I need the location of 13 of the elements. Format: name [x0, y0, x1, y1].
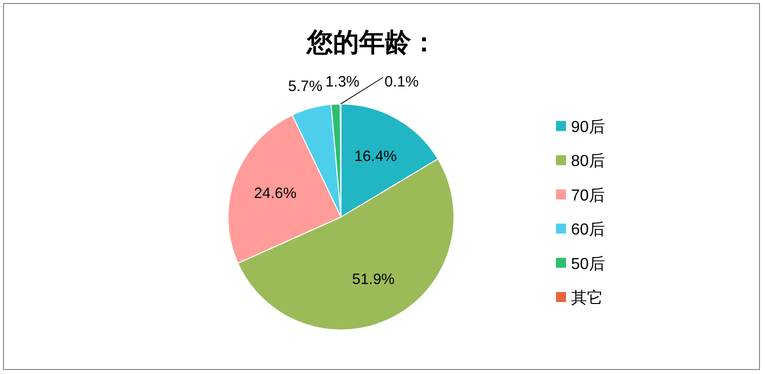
legend-label: 其它	[571, 289, 603, 307]
data-label: 51.9%	[352, 271, 395, 288]
data-label: 5.7%	[288, 78, 322, 96]
data-label: 0.1%	[384, 73, 419, 90]
legend-label: 60后	[571, 220, 605, 239]
legend-label: 80后	[571, 152, 605, 170]
data-label: 16.4%	[354, 148, 397, 166]
chart-title: 您的年龄：	[306, 27, 437, 57]
legend-label: 50后	[571, 254, 605, 273]
data-label: 1.3%	[325, 74, 360, 91]
data-label: 24.6%	[254, 184, 297, 202]
legend-label: 90后	[571, 118, 605, 136]
legend-label: 70后	[571, 186, 605, 204]
